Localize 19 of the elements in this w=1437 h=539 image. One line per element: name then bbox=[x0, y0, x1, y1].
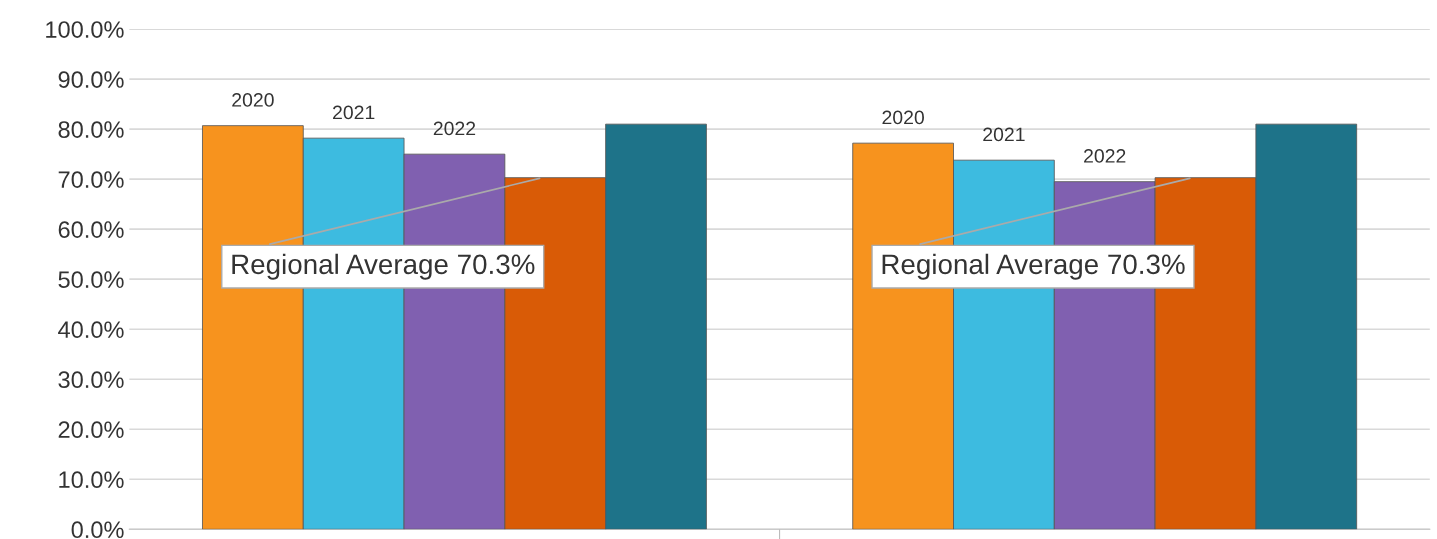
y-tick-label: 60.0% bbox=[58, 221, 124, 238]
y-tick-label: 20.0% bbox=[58, 421, 124, 439]
y-tick-label: 40.0% bbox=[58, 321, 124, 339]
y-tick-label: 10.0% bbox=[59, 471, 124, 489]
series-label: 2021 bbox=[983, 127, 1025, 142]
series-label: 2020 bbox=[232, 93, 274, 107]
y-tick-label: 90.0% bbox=[58, 71, 124, 88]
y-tick-label: 80.0% bbox=[58, 121, 124, 138]
y-tick-label: 70.0% bbox=[58, 171, 124, 188]
y-tick-label: 50.0% bbox=[58, 271, 124, 288]
text: 2021 bbox=[333, 105, 375, 120]
series-label: 2022 bbox=[1084, 149, 1126, 163]
text: 2020 bbox=[882, 110, 924, 125]
annotation: Regional Average 70.3% bbox=[882, 253, 1185, 280]
y-tick-label: 0.0% bbox=[71, 521, 124, 539]
y-tick-label: 30.0% bbox=[58, 371, 124, 389]
y-tick-label: 100.0% bbox=[46, 21, 124, 38]
annotation: Regional Average 70.3% bbox=[232, 253, 535, 280]
text: 2022 bbox=[433, 121, 476, 136]
